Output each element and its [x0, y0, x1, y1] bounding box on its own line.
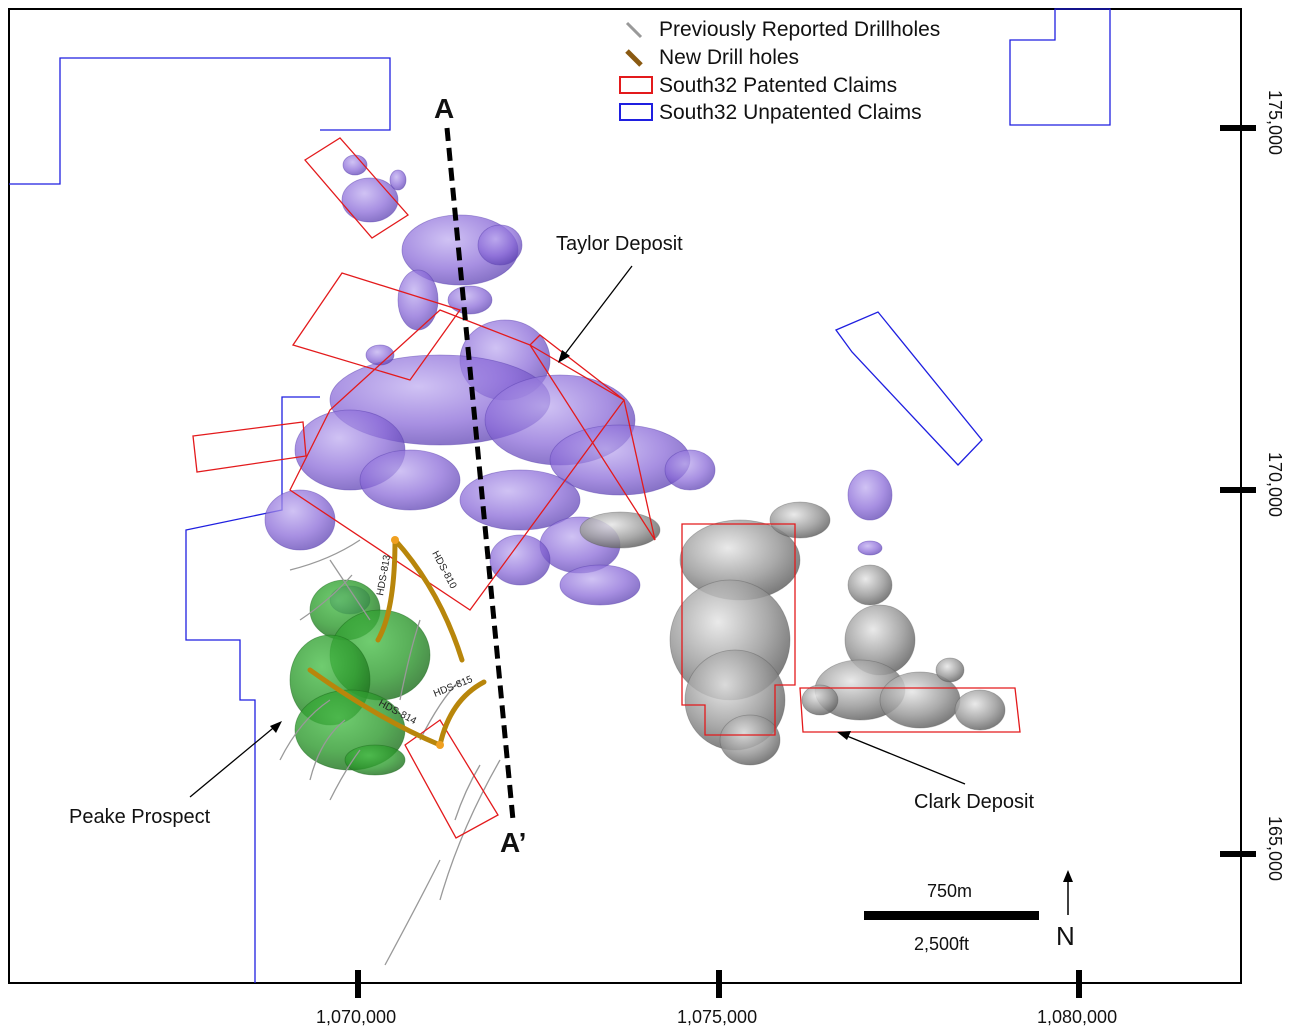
map-frame	[8, 8, 1242, 984]
section-label-start: A	[434, 93, 454, 124]
peake-prospect-body	[289, 579, 431, 776]
drillhole-hds-813	[375, 537, 398, 643]
red-outline-box-icon	[619, 76, 653, 94]
drillhole-hds-810	[392, 537, 465, 663]
scale-bar-metric: 750m	[927, 881, 972, 901]
peake-prospect-label: Peake Prospect	[69, 806, 211, 828]
x-tick-3	[1076, 970, 1082, 998]
patented-claim-clark-east	[799, 687, 1021, 733]
legend: Previously Reported Drillholes New Drill…	[619, 18, 940, 124]
clark-arrow-head	[837, 731, 851, 740]
unpatented-claim-east	[834, 311, 983, 466]
unpatented-claim-west	[185, 396, 320, 983]
drillhole-hds-815	[437, 679, 487, 748]
patented-claim-clark	[681, 523, 796, 736]
clark-callout-arrow	[841, 733, 966, 785]
drillhole-brown-line-icon	[625, 49, 643, 67]
north-arrow: N	[1056, 870, 1075, 951]
patented-claim-taylor-main	[289, 309, 625, 611]
new-drillholes	[307, 537, 487, 748]
section-line	[444, 127, 516, 821]
unpatented-claim-northeast	[1009, 8, 1111, 126]
x-axis: 1,070,000 1,075,000 1,080,000	[316, 970, 1117, 1027]
drillhole-collars	[391, 536, 444, 749]
scale-bar-imperial: 2,500ft	[914, 934, 969, 954]
x-tick-2	[716, 970, 722, 998]
clark-deposit-label: Clark Deposit	[914, 791, 1034, 813]
y-axis: 175,000 170,000 165,000	[1220, 90, 1285, 881]
patented-claim-west	[192, 421, 307, 473]
x-tick-1	[355, 970, 361, 998]
y-tick-3	[1220, 851, 1256, 857]
legend-new-drillholes: New Drill holes	[659, 46, 799, 69]
legend-previous-drillholes: Previously Reported Drillholes	[659, 18, 940, 41]
y-tick-2	[1220, 487, 1256, 493]
unpatented-claims	[9, 8, 1111, 983]
y-tick-label-3: 165,000	[1265, 816, 1285, 881]
x-tick-label-2: 1,075,000	[677, 1007, 757, 1027]
peake-callout-arrow	[189, 723, 279, 798]
legend-unpatented-claims: South32 Unpatented Claims	[659, 101, 922, 124]
section-label-end: A’	[500, 827, 526, 858]
y-tick-1	[1220, 125, 1256, 131]
x-tick-label-1: 1,070,000	[316, 1007, 396, 1027]
patented-claim-north	[304, 137, 409, 239]
previous-drillholes	[279, 539, 501, 966]
clark-deposit-body	[579, 501, 1006, 766]
taylor-deposit-body	[264, 154, 893, 615]
scale-bar: 750m 2,500ft	[864, 881, 1039, 954]
scale-bar-line	[864, 911, 1039, 920]
unpatented-claim-northwest	[9, 57, 391, 185]
patented-claim-peake-south	[404, 719, 499, 839]
legend-patented-claims: South32 Patented Claims	[659, 74, 897, 97]
patented-claim-northwest	[291, 272, 462, 381]
taylor-arrow-head	[558, 350, 570, 363]
x-tick-label-3: 1,080,000	[1037, 1007, 1117, 1027]
blue-outline-box-icon	[619, 103, 653, 121]
drillhole-hds-814	[307, 667, 443, 748]
north-arrow-head-icon	[1063, 870, 1073, 882]
taylor-deposit-label: Taylor Deposit	[556, 233, 683, 255]
patented-claim-taylor-east	[529, 344, 656, 541]
y-tick-label-1: 175,000	[1265, 90, 1285, 155]
patented-claims	[192, 137, 1021, 839]
taylor-callout-arrow	[561, 265, 633, 359]
drillhole-label-810: HDS-810	[429, 549, 458, 591]
y-tick-label-2: 170,000	[1265, 452, 1285, 517]
north-label: N	[1056, 921, 1075, 951]
peake-arrow-head	[270, 721, 282, 733]
drillhole-gray-line-icon	[625, 21, 643, 39]
